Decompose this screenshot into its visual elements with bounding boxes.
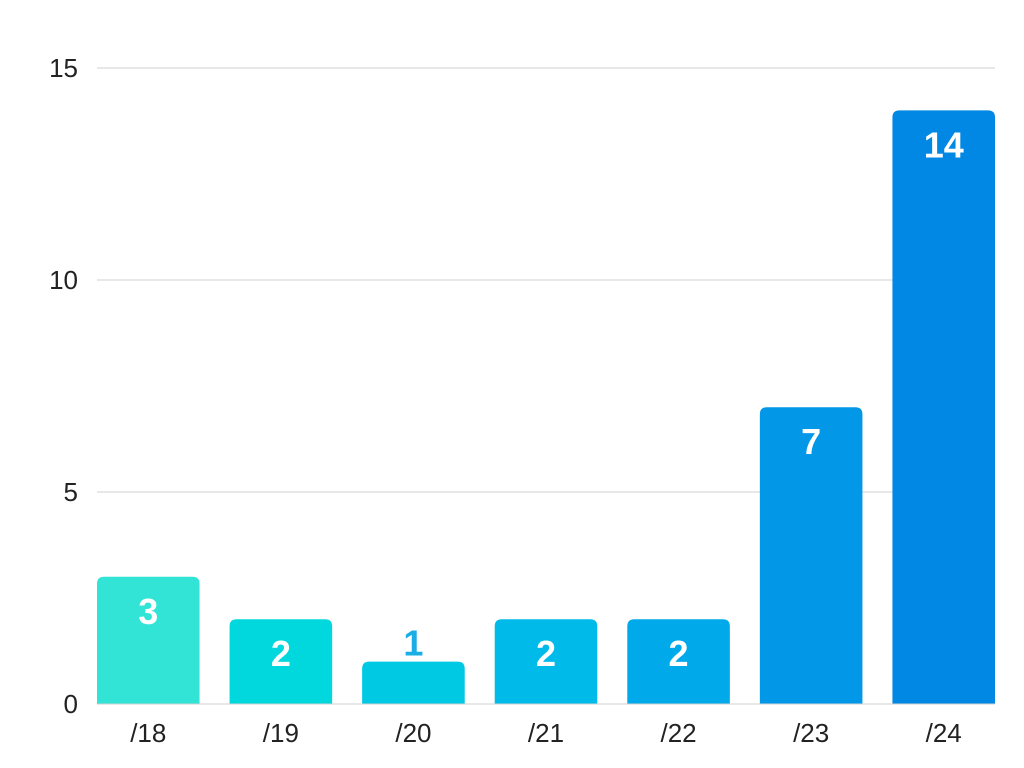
data-label: 2 [669,633,689,674]
bar-19 [229,619,333,704]
y-tick-label: 0 [64,689,78,719]
x-tick-label: /24 [926,718,962,748]
bar-21 [494,619,598,704]
y-axis: 0 5 10 15 [49,53,78,719]
bar-24 [892,110,995,704]
x-axis: /18/19/20/21/22/23/24 [97,703,995,748]
data-label: 7 [801,421,821,462]
bar-22 [627,619,730,704]
bars: 3 2 1 2 2 7 14 [97,110,995,704]
y-tick-label: 15 [49,53,78,83]
data-label: 2 [271,633,291,674]
data-label: 1 [403,623,423,664]
x-tick-label: /22 [660,718,696,748]
x-tick-label: /20 [395,718,431,748]
data-label: 14 [924,124,964,165]
bar-18 [97,576,200,704]
x-tick-label: /18 [130,718,166,748]
x-tick-label: /23 [793,718,829,748]
x-tick-label: /21 [528,718,564,748]
data-label: 2 [536,633,556,674]
bar-20 [362,661,465,704]
data-label: 3 [138,591,158,632]
y-tick-label: 5 [64,477,78,507]
y-tick-label: 10 [49,265,78,295]
x-tick-label: /19 [263,718,299,748]
bar-23 [759,407,863,704]
